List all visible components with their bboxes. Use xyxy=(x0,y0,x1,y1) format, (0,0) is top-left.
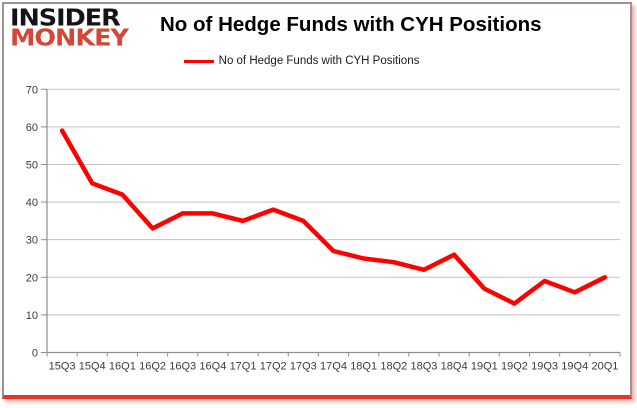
x-tick-label: 16Q1 xyxy=(109,361,136,373)
y-tick-label: 60 xyxy=(26,122,38,134)
x-tick-label: 17Q3 xyxy=(290,361,317,373)
x-tick-label: 18Q4 xyxy=(441,361,468,373)
x-tick-label: 19Q4 xyxy=(561,361,588,373)
chart-legend: No of Hedge Funds with CYH Positions xyxy=(0,55,620,67)
x-tick-label: 20Q1 xyxy=(591,361,618,373)
x-tick-label: 16Q2 xyxy=(139,361,166,373)
insider-monkey-logo: INSIDER MONKEY xyxy=(10,4,129,52)
x-tick-label: 15Q3 xyxy=(49,361,76,373)
x-tick-label: 16Q3 xyxy=(169,361,196,373)
x-tick-label: 18Q3 xyxy=(411,361,438,373)
hedge-fund-count-line xyxy=(59,128,608,306)
logo-line-insider: INSIDER xyxy=(10,4,121,31)
y-tick-label: 10 xyxy=(26,310,38,322)
legend-line-swatch xyxy=(183,59,214,63)
x-tick-label: 18Q2 xyxy=(380,361,407,373)
x-tick-label: 19Q2 xyxy=(501,361,528,373)
y-tick-label: 20 xyxy=(26,272,38,284)
y-tick-label: 0 xyxy=(32,348,38,360)
y-tick-label: 30 xyxy=(26,235,38,247)
x-tick-label: 17Q1 xyxy=(230,361,257,373)
x-tick-label: 18Q1 xyxy=(350,361,377,373)
x-tick-label: 17Q4 xyxy=(320,361,347,373)
x-tick-label: 16Q4 xyxy=(199,361,226,373)
logo-line-monkey: MONKEY xyxy=(10,24,129,52)
legend-label: No of Hedge Funds with CYH Positions xyxy=(218,55,420,67)
x-tick-label: 19Q3 xyxy=(531,361,558,373)
x-tick-label: 15Q4 xyxy=(79,361,106,373)
y-tick-label: 70 xyxy=(26,84,38,96)
y-tick-label: 50 xyxy=(26,159,38,171)
chart-title: No of Hedge Funds with CYH Positions xyxy=(160,13,542,36)
x-tick-label: 17Q2 xyxy=(260,361,287,373)
x-tick-label: 19Q1 xyxy=(471,361,498,373)
y-tick-label: 40 xyxy=(26,197,38,209)
